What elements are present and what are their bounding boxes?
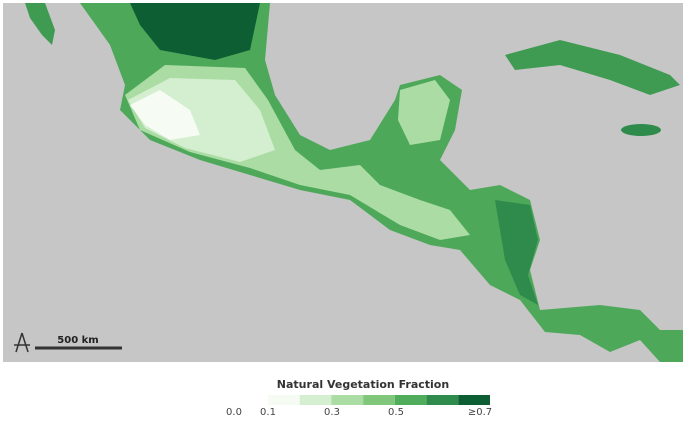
legend-label: 0.5 (388, 407, 404, 418)
legend-label: 0.1 (260, 407, 276, 418)
caribbean-coast (495, 200, 538, 305)
cuba (505, 40, 680, 95)
dense-vegetation-north (130, 3, 260, 60)
legend-title: Natural Vegetation Fraction (277, 378, 449, 391)
baja-california (25, 3, 55, 45)
legend-swatch (363, 395, 395, 405)
legend: 0.0 0.1 0.3 0.5 ≥0.7 (226, 395, 492, 418)
legend-label: 0.3 (324, 407, 340, 418)
legend-swatch (299, 395, 332, 405)
jamaica (621, 124, 661, 136)
yucatan (398, 80, 450, 145)
legend-swatch (426, 395, 459, 405)
north-arrow (14, 332, 30, 353)
legend-swatch (331, 395, 364, 405)
legend-swatch (458, 395, 490, 405)
legend-swatch (394, 395, 427, 405)
barren-zone (130, 90, 200, 140)
legend-label: 0.0 (226, 407, 242, 418)
scale-label: 500 km (57, 335, 98, 346)
legend-label: ≥0.7 (468, 407, 492, 418)
legend-swatch (268, 395, 300, 405)
